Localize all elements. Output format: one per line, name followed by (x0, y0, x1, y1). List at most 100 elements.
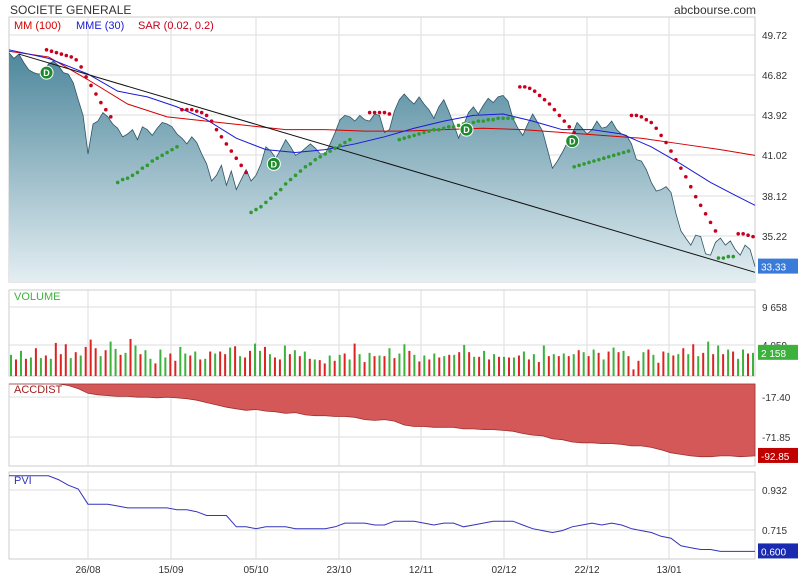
sar-dot-red (698, 203, 703, 208)
volume-bar (527, 359, 530, 376)
volume-bar (657, 362, 660, 376)
sar-dot-green (397, 137, 402, 142)
sar-dot-red (567, 125, 572, 129)
volume-bar (338, 354, 341, 376)
price-y-tick: 38.12 (762, 192, 787, 203)
x-tick-label: 22/12 (574, 565, 599, 576)
signal-marker-circle (39, 65, 54, 80)
sar-dot-red (688, 184, 693, 189)
volume-bar (687, 354, 690, 376)
volume-bar (567, 356, 570, 376)
sar-dot-red (44, 48, 49, 52)
volume-bar (383, 356, 386, 376)
volume-bar (393, 358, 396, 376)
sar-dot-red (741, 231, 745, 236)
sar-dot-red (49, 49, 54, 54)
legend-item-price: SAR (0.02, 0.2) (138, 20, 214, 32)
signal-marker-circle (565, 134, 580, 149)
volume-bar (303, 351, 306, 376)
volume-bar (278, 359, 281, 376)
sar-dot-red (644, 117, 649, 122)
sar-dot-green (145, 163, 150, 168)
sar-dot-green (602, 156, 606, 161)
sar-dot-red (74, 57, 78, 62)
pvi-y-tick: 0.932 (762, 486, 787, 497)
volume-bar (752, 352, 754, 376)
volume-bar (109, 341, 112, 376)
accdist-area (9, 383, 756, 458)
sar-dot-red (185, 107, 189, 112)
sar-dot-red (64, 53, 69, 58)
sar-dot-green (283, 182, 288, 186)
pvi-frame (8, 471, 756, 560)
sar-dot-green (501, 116, 505, 121)
volume-bar (59, 354, 62, 376)
sar-dot-green (343, 140, 347, 145)
volume-bar (199, 359, 202, 376)
mm-100-line (8, 50, 756, 156)
sar-dot-green (476, 119, 481, 123)
volume-bar (552, 354, 555, 376)
sar-dot-red (224, 142, 229, 146)
volume-bar (353, 343, 356, 376)
volume-bar (478, 356, 481, 376)
volume-bar (154, 363, 157, 376)
sar-dot-green (597, 157, 601, 162)
signal-marker-circle (459, 122, 474, 137)
volume-last-badge (758, 344, 798, 360)
volume-bar (473, 356, 476, 376)
sar-dot-green (437, 127, 441, 132)
price-y-tick: 35.22 (762, 232, 787, 243)
volume-bar (34, 348, 37, 376)
volume-bar (712, 354, 715, 376)
sar-dot-green (511, 116, 515, 121)
volume-bar (408, 350, 411, 376)
sar-dot-green (313, 157, 318, 162)
volume-bar (423, 355, 426, 376)
volume-bar (10, 354, 12, 376)
volume-panel (8, 289, 756, 377)
volume-bar (562, 353, 565, 376)
sar-dot-green (249, 210, 253, 215)
sar-dot-green (432, 127, 436, 132)
volume-bar (348, 359, 351, 376)
mme-30-line (8, 49, 756, 206)
volume-bar (363, 362, 366, 376)
volume-bar (577, 350, 580, 376)
volume-y-tick: 9 658 (762, 303, 787, 314)
volume-bar (24, 358, 27, 376)
volume-bar (373, 356, 376, 376)
sar-dot-green (170, 147, 174, 152)
sar-dot-red (94, 92, 98, 96)
sar-dot-green (333, 146, 337, 151)
sar-dot-green (491, 117, 495, 122)
volume-bar (667, 352, 670, 376)
volume-bar (293, 350, 296, 376)
sar-dot-red (108, 115, 113, 119)
price-y-tick: 43.92 (762, 111, 787, 122)
sar-dot-red (59, 52, 64, 56)
volume-bar (483, 350, 486, 376)
volume-bar (209, 351, 212, 376)
volume-bar (682, 348, 685, 376)
volume-bar (99, 356, 102, 376)
sar-dot-green (451, 125, 456, 129)
sar-dot-red (674, 157, 678, 162)
sar-dot-green (273, 192, 278, 196)
volume-bar (89, 339, 92, 376)
sar-dot-green (441, 126, 446, 131)
signal-marker-circle (266, 156, 281, 171)
sar-dot-red (84, 75, 88, 79)
volume-bar (453, 354, 456, 376)
sar-dot-green (402, 136, 407, 141)
volume-bar (318, 360, 321, 376)
volume-bar (662, 351, 665, 376)
sar-dot-red (572, 130, 576, 135)
sar-dot-red (557, 113, 562, 118)
volume-bar (224, 354, 227, 376)
sar-dot-green (731, 254, 736, 259)
sar-dot-red (194, 109, 199, 113)
sar-dot-red (639, 115, 644, 119)
volume-last-value: 2 158 (761, 349, 786, 360)
